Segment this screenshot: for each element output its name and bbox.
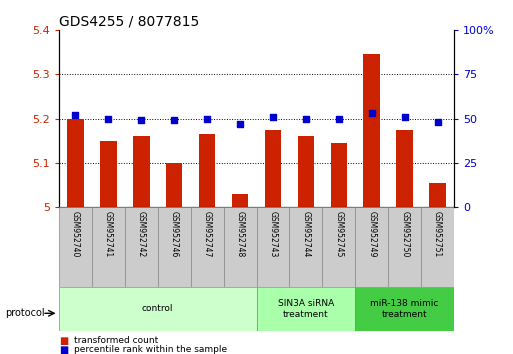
Bar xyxy=(355,207,388,287)
Bar xyxy=(100,141,116,207)
Text: protocol: protocol xyxy=(5,308,45,318)
Text: GSM952751: GSM952751 xyxy=(433,211,442,257)
Text: control: control xyxy=(142,304,173,313)
Bar xyxy=(355,287,454,331)
Bar xyxy=(388,207,421,287)
Bar xyxy=(59,287,256,331)
Bar xyxy=(298,136,314,207)
Text: ■: ■ xyxy=(59,345,68,354)
Text: GSM952742: GSM952742 xyxy=(137,211,146,257)
Text: percentile rank within the sample: percentile rank within the sample xyxy=(74,345,227,354)
Point xyxy=(368,110,376,116)
Text: GSM952748: GSM952748 xyxy=(235,211,245,257)
Bar xyxy=(59,207,92,287)
Bar xyxy=(166,163,183,207)
Bar xyxy=(322,207,355,287)
Bar xyxy=(67,119,84,207)
Bar xyxy=(158,207,191,287)
Text: GSM952750: GSM952750 xyxy=(400,211,409,257)
Text: GDS4255 / 8077815: GDS4255 / 8077815 xyxy=(59,15,199,29)
Bar xyxy=(421,207,454,287)
Text: GSM952746: GSM952746 xyxy=(170,211,179,257)
Point xyxy=(269,114,277,120)
Point xyxy=(433,119,442,125)
Point xyxy=(236,121,244,127)
Text: ■: ■ xyxy=(59,336,68,346)
Text: miR-138 mimic
treatment: miR-138 mimic treatment xyxy=(370,299,439,319)
Bar xyxy=(397,130,413,207)
Bar xyxy=(224,207,256,287)
Text: GSM952749: GSM952749 xyxy=(367,211,376,257)
Bar xyxy=(289,207,322,287)
Bar xyxy=(364,55,380,207)
Bar xyxy=(191,207,224,287)
Point xyxy=(170,118,179,123)
Bar xyxy=(265,130,281,207)
Point xyxy=(104,116,112,121)
Text: GSM952747: GSM952747 xyxy=(203,211,212,257)
Bar xyxy=(125,207,158,287)
Bar xyxy=(133,136,149,207)
Bar xyxy=(232,194,248,207)
Text: GSM952741: GSM952741 xyxy=(104,211,113,257)
Bar xyxy=(199,134,215,207)
Point xyxy=(302,116,310,121)
Text: GSM952745: GSM952745 xyxy=(334,211,343,257)
Bar xyxy=(429,183,446,207)
Text: GSM952743: GSM952743 xyxy=(268,211,278,257)
Point xyxy=(71,112,80,118)
Point xyxy=(203,116,211,121)
Bar xyxy=(92,207,125,287)
Bar xyxy=(256,287,355,331)
Point xyxy=(334,116,343,121)
Text: SIN3A siRNA
treatment: SIN3A siRNA treatment xyxy=(278,299,334,319)
Text: GSM952744: GSM952744 xyxy=(301,211,310,257)
Text: transformed count: transformed count xyxy=(74,336,159,345)
Point xyxy=(401,114,409,120)
Text: GSM952740: GSM952740 xyxy=(71,211,80,257)
Point xyxy=(137,118,145,123)
Bar xyxy=(256,207,289,287)
Bar xyxy=(330,143,347,207)
